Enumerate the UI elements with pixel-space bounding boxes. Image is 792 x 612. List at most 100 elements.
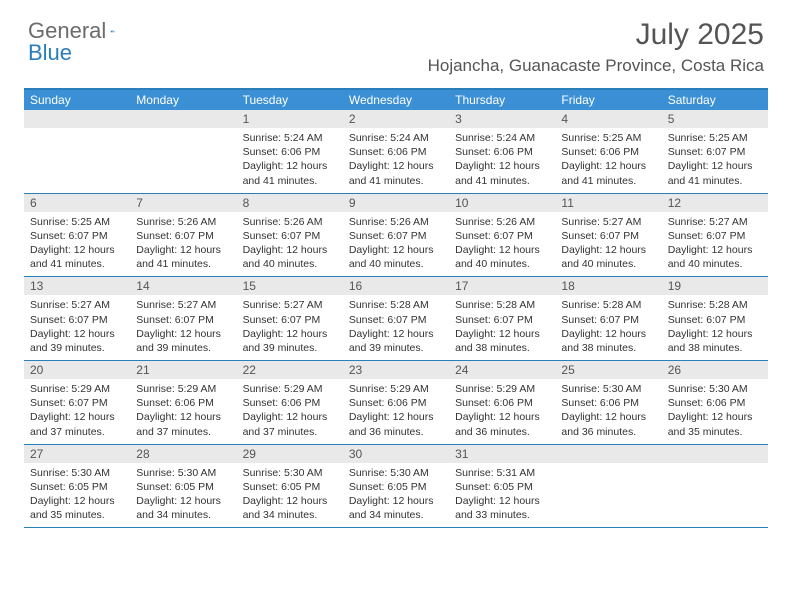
daylight-line2: and 39 minutes. bbox=[243, 341, 337, 355]
daylight-line1: Daylight: 12 hours bbox=[30, 327, 124, 341]
daylight-line1: Daylight: 12 hours bbox=[243, 327, 337, 341]
daylight-line1: Daylight: 12 hours bbox=[668, 243, 762, 257]
daylight-line2: and 38 minutes. bbox=[668, 341, 762, 355]
day-content: Sunrise: 5:28 AMSunset: 6:07 PMDaylight:… bbox=[449, 295, 555, 360]
daylight-line1: Daylight: 12 hours bbox=[349, 410, 443, 424]
week-row: 1Sunrise: 5:24 AMSunset: 6:06 PMDaylight… bbox=[24, 110, 768, 194]
daylight-line2: and 41 minutes. bbox=[668, 174, 762, 188]
day-cell: 9Sunrise: 5:26 AMSunset: 6:07 PMDaylight… bbox=[343, 194, 449, 277]
day-number: 24 bbox=[449, 361, 555, 379]
sunset-line: Sunset: 6:07 PM bbox=[243, 229, 337, 243]
sunrise-line: Sunrise: 5:29 AM bbox=[30, 382, 124, 396]
sunset-line: Sunset: 6:06 PM bbox=[136, 396, 230, 410]
day-number: 10 bbox=[449, 194, 555, 212]
day-content: Sunrise: 5:29 AMSunset: 6:07 PMDaylight:… bbox=[24, 379, 130, 444]
day-number: 27 bbox=[24, 445, 130, 463]
day-cell: 24Sunrise: 5:29 AMSunset: 6:06 PMDayligh… bbox=[449, 361, 555, 444]
sunset-line: Sunset: 6:06 PM bbox=[455, 145, 549, 159]
day-cell: 14Sunrise: 5:27 AMSunset: 6:07 PMDayligh… bbox=[130, 277, 236, 360]
day-number: 25 bbox=[555, 361, 661, 379]
sunset-line: Sunset: 6:07 PM bbox=[561, 229, 655, 243]
sunrise-line: Sunrise: 5:26 AM bbox=[349, 215, 443, 229]
day-content: Sunrise: 5:24 AMSunset: 6:06 PMDaylight:… bbox=[449, 128, 555, 193]
sunset-line: Sunset: 6:07 PM bbox=[668, 145, 762, 159]
daylight-line1: Daylight: 12 hours bbox=[136, 494, 230, 508]
daylight-line1: Daylight: 12 hours bbox=[136, 243, 230, 257]
day-cell: 31Sunrise: 5:31 AMSunset: 6:05 PMDayligh… bbox=[449, 445, 555, 528]
sunset-line: Sunset: 6:07 PM bbox=[243, 313, 337, 327]
daylight-line1: Daylight: 12 hours bbox=[455, 243, 549, 257]
sunrise-line: Sunrise: 5:26 AM bbox=[136, 215, 230, 229]
day-number: 21 bbox=[130, 361, 236, 379]
daylight-line2: and 34 minutes. bbox=[243, 508, 337, 522]
day-content-empty bbox=[130, 128, 236, 184]
day-content: Sunrise: 5:27 AMSunset: 6:07 PMDaylight:… bbox=[662, 212, 768, 277]
page-header: General July 2025 Hojancha, Guanacaste P… bbox=[0, 0, 792, 82]
day-cell: 17Sunrise: 5:28 AMSunset: 6:07 PMDayligh… bbox=[449, 277, 555, 360]
sunset-line: Sunset: 6:07 PM bbox=[136, 229, 230, 243]
sunrise-line: Sunrise: 5:27 AM bbox=[136, 298, 230, 312]
day-content: Sunrise: 5:30 AMSunset: 6:05 PMDaylight:… bbox=[237, 463, 343, 528]
sunset-line: Sunset: 6:07 PM bbox=[30, 313, 124, 327]
day-cell: 30Sunrise: 5:30 AMSunset: 6:05 PMDayligh… bbox=[343, 445, 449, 528]
sunrise-line: Sunrise: 5:26 AM bbox=[243, 215, 337, 229]
daylight-line2: and 41 minutes. bbox=[136, 257, 230, 271]
daylight-line2: and 41 minutes. bbox=[30, 257, 124, 271]
day-number: 14 bbox=[130, 277, 236, 295]
day-cell: 19Sunrise: 5:28 AMSunset: 6:07 PMDayligh… bbox=[662, 277, 768, 360]
sunset-line: Sunset: 6:06 PM bbox=[243, 145, 337, 159]
day-content: Sunrise: 5:30 AMSunset: 6:05 PMDaylight:… bbox=[343, 463, 449, 528]
daylight-line1: Daylight: 12 hours bbox=[349, 159, 443, 173]
daylight-line2: and 41 minutes. bbox=[349, 174, 443, 188]
day-cell: 7Sunrise: 5:26 AMSunset: 6:07 PMDaylight… bbox=[130, 194, 236, 277]
day-content: Sunrise: 5:30 AMSunset: 6:05 PMDaylight:… bbox=[24, 463, 130, 528]
day-number: 22 bbox=[237, 361, 343, 379]
day-content: Sunrise: 5:28 AMSunset: 6:07 PMDaylight:… bbox=[555, 295, 661, 360]
sunset-line: Sunset: 6:05 PM bbox=[243, 480, 337, 494]
sunrise-line: Sunrise: 5:29 AM bbox=[455, 382, 549, 396]
sunrise-line: Sunrise: 5:29 AM bbox=[349, 382, 443, 396]
daylight-line1: Daylight: 12 hours bbox=[30, 243, 124, 257]
day-number: 26 bbox=[662, 361, 768, 379]
daylight-line1: Daylight: 12 hours bbox=[561, 159, 655, 173]
sunrise-line: Sunrise: 5:30 AM bbox=[561, 382, 655, 396]
daylight-line2: and 37 minutes. bbox=[243, 425, 337, 439]
sunrise-line: Sunrise: 5:28 AM bbox=[349, 298, 443, 312]
day-content: Sunrise: 5:30 AMSunset: 6:06 PMDaylight:… bbox=[662, 379, 768, 444]
sunrise-line: Sunrise: 5:28 AM bbox=[561, 298, 655, 312]
sunrise-line: Sunrise: 5:30 AM bbox=[349, 466, 443, 480]
day-content: Sunrise: 5:26 AMSunset: 6:07 PMDaylight:… bbox=[237, 212, 343, 277]
day-cell: 13Sunrise: 5:27 AMSunset: 6:07 PMDayligh… bbox=[24, 277, 130, 360]
day-number-bar-empty bbox=[130, 110, 236, 128]
sunset-line: Sunset: 6:07 PM bbox=[561, 313, 655, 327]
brand-logo-line2: Blue bbox=[28, 40, 72, 66]
weekday-header-cell: Sunday bbox=[24, 90, 130, 110]
daylight-line2: and 41 minutes. bbox=[243, 174, 337, 188]
day-content: Sunrise: 5:28 AMSunset: 6:07 PMDaylight:… bbox=[343, 295, 449, 360]
sunrise-line: Sunrise: 5:27 AM bbox=[243, 298, 337, 312]
daylight-line1: Daylight: 12 hours bbox=[136, 410, 230, 424]
day-cell: 15Sunrise: 5:27 AMSunset: 6:07 PMDayligh… bbox=[237, 277, 343, 360]
day-cell: 6Sunrise: 5:25 AMSunset: 6:07 PMDaylight… bbox=[24, 194, 130, 277]
day-cell: 23Sunrise: 5:29 AMSunset: 6:06 PMDayligh… bbox=[343, 361, 449, 444]
day-content: Sunrise: 5:27 AMSunset: 6:07 PMDaylight:… bbox=[555, 212, 661, 277]
day-cell: 10Sunrise: 5:26 AMSunset: 6:07 PMDayligh… bbox=[449, 194, 555, 277]
day-number: 11 bbox=[555, 194, 661, 212]
day-number: 9 bbox=[343, 194, 449, 212]
daylight-line2: and 34 minutes. bbox=[136, 508, 230, 522]
day-cell bbox=[130, 110, 236, 193]
day-cell: 21Sunrise: 5:29 AMSunset: 6:06 PMDayligh… bbox=[130, 361, 236, 444]
daylight-line2: and 33 minutes. bbox=[455, 508, 549, 522]
day-content: Sunrise: 5:24 AMSunset: 6:06 PMDaylight:… bbox=[343, 128, 449, 193]
logo-sail-icon bbox=[110, 24, 114, 38]
daylight-line1: Daylight: 12 hours bbox=[349, 243, 443, 257]
sunset-line: Sunset: 6:07 PM bbox=[30, 229, 124, 243]
day-content: Sunrise: 5:27 AMSunset: 6:07 PMDaylight:… bbox=[130, 295, 236, 360]
title-block: July 2025 Hojancha, Guanacaste Province,… bbox=[428, 18, 764, 76]
daylight-line2: and 38 minutes. bbox=[561, 341, 655, 355]
sunrise-line: Sunrise: 5:28 AM bbox=[455, 298, 549, 312]
day-content: Sunrise: 5:26 AMSunset: 6:07 PMDaylight:… bbox=[130, 212, 236, 277]
daylight-line1: Daylight: 12 hours bbox=[30, 410, 124, 424]
sunset-line: Sunset: 6:07 PM bbox=[136, 313, 230, 327]
day-number: 7 bbox=[130, 194, 236, 212]
